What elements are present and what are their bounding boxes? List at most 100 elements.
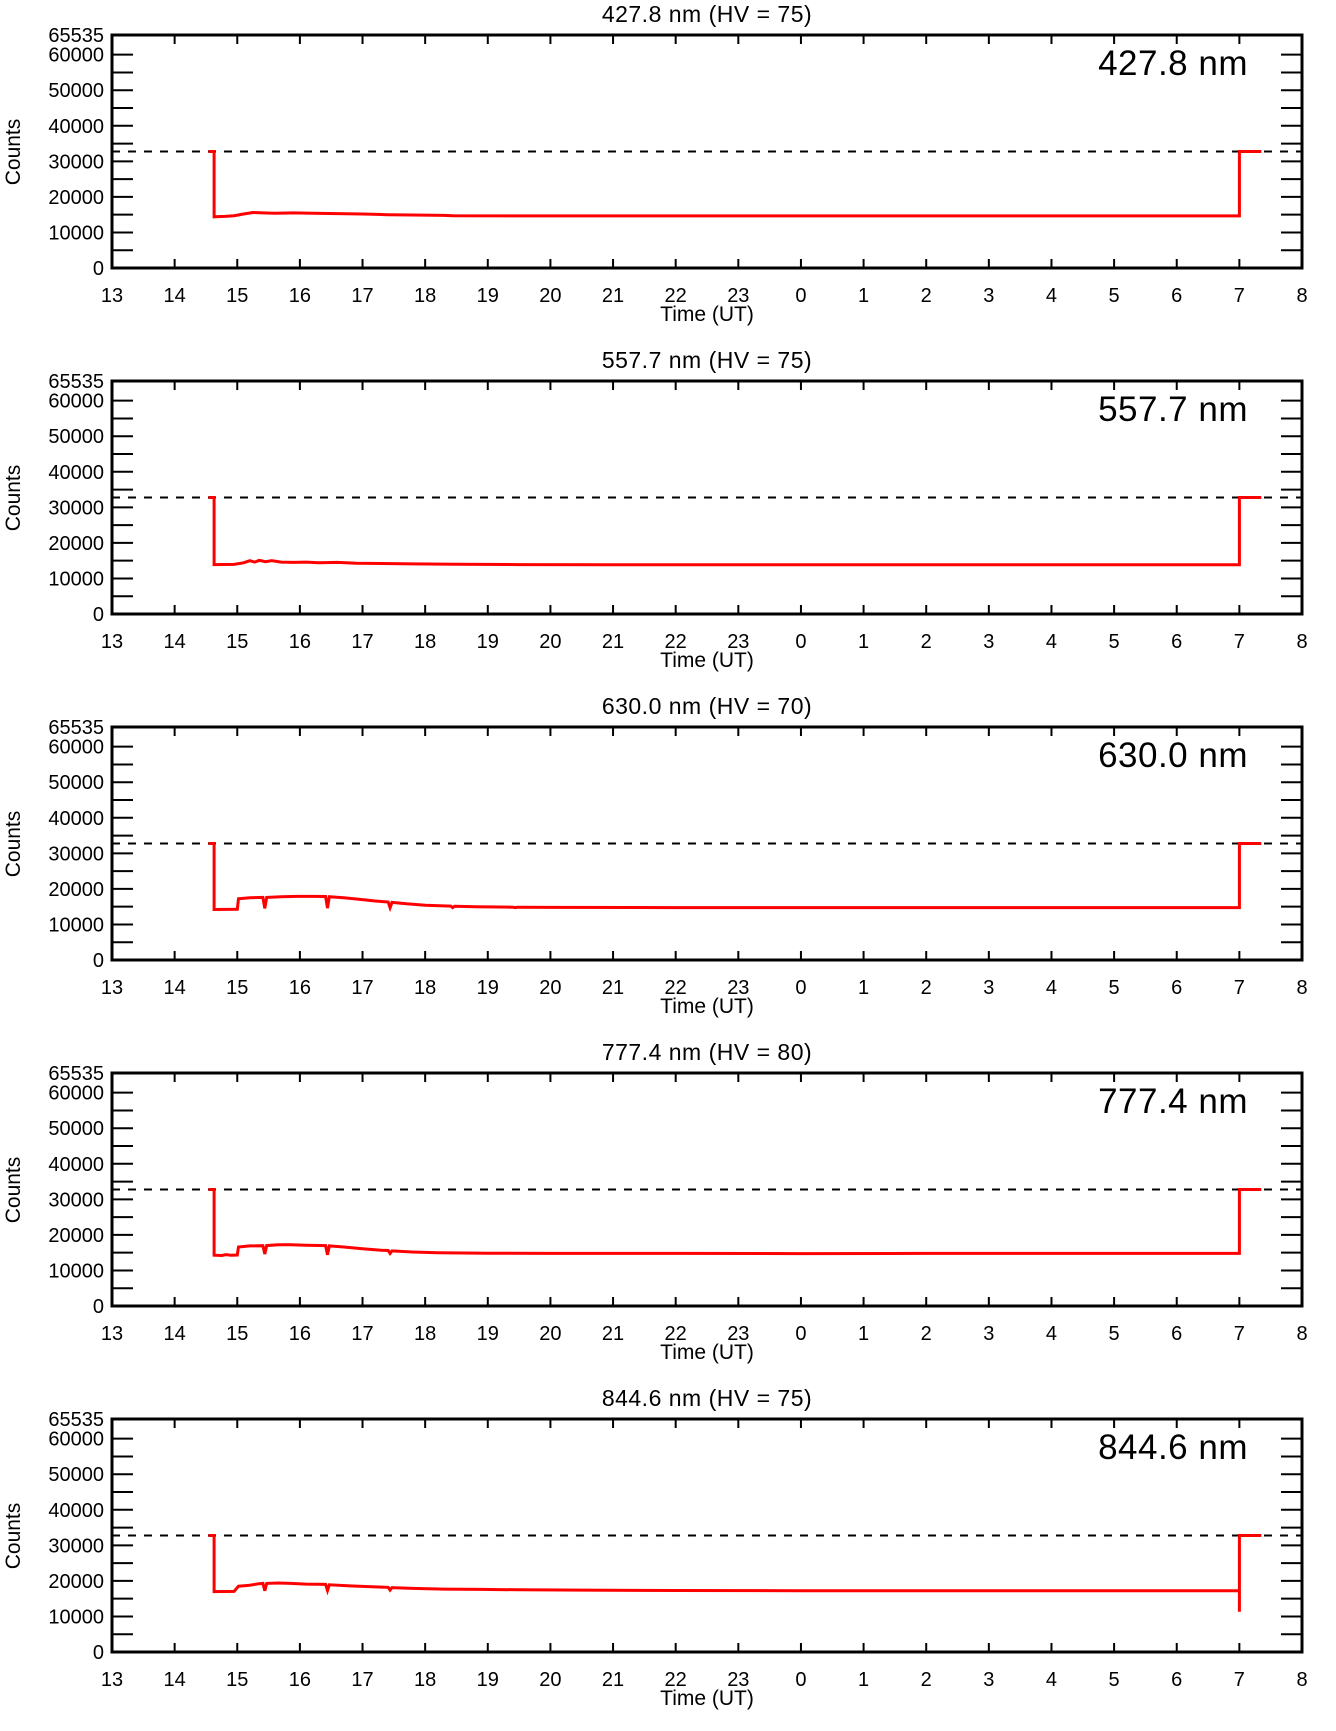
y-tick-label: 20000 [48,879,104,901]
y-tick-label: 30000 [48,1535,104,1557]
y-tick-label: 50000 [48,772,104,794]
x-tick-label: 15 [226,977,248,999]
y-tick-label: 0 [93,1296,104,1318]
x-tick-label: 14 [164,1323,186,1345]
y-tick-label: 10000 [48,1260,104,1282]
x-tick-label: 13 [101,631,123,653]
y-tick-label: 40000 [48,116,104,138]
counts-series-line [208,842,1262,913]
wavelength-label: 844.6 nm [1098,1428,1248,1467]
x-tick-label: 7 [1234,631,1245,653]
plot-frame [110,725,1304,962]
x-tick-label: 5 [1109,631,1120,653]
chart-panel-630-0: 630.0 nm (HV = 70) 13 14 15 16 17 18 19 20 21 22 2… [0,692,1336,1038]
plot-area: 13 14 15 16 17 18 19 20 21 22 23 0 1 2 3 4 5 6 7 8010000200… [48,1063,1307,1345]
y-tick-label: 10000 [48,568,104,590]
y-tick-label: 10000 [48,1606,104,1628]
x-tick-label: 8 [1296,631,1307,653]
x-tick-label: 2 [921,631,932,653]
x-tick-label: 1 [858,1669,869,1691]
x-tick-label: 20 [539,285,561,307]
x-tick-label: 4 [1046,285,1057,307]
y-tick-label: 0 [93,1642,104,1664]
y-axis-title: Counts [2,118,25,186]
x-tick-label: 23 [727,1669,749,1691]
chart-title: 427.8 nm (HV = 75) [601,1,813,27]
x-tick-label: 17 [351,631,373,653]
y-tick-label: 65535 [48,25,104,47]
plot-area: 13 14 15 16 17 18 19 20 21 22 23 0 1 2 3 4 5 6 7 8010000200… [48,1409,1307,1691]
x-tick-label: 17 [351,1323,373,1345]
chart-title: 844.6 nm (HV = 75) [601,1385,813,1411]
x-tick-label: 5 [1109,977,1120,999]
y-tick-label: 30000 [48,151,104,173]
x-tick-label: 5 [1109,1669,1120,1691]
y-tick-label: 50000 [48,1118,104,1140]
x-tick-label: 23 [727,977,749,999]
y-tick-label: 65535 [48,371,104,393]
y-tick-label: 20000 [48,1571,104,1593]
y-tick-label: 60000 [48,45,104,67]
y-tick-label: 40000 [48,808,104,830]
x-tick-label: 14 [164,285,186,307]
y-tick-label: 60000 [48,1083,104,1105]
x-tick-label: 13 [101,1323,123,1345]
y-tick-label: 0 [93,604,104,626]
x-tick-label: 19 [477,285,499,307]
chart-panel-557-7: 557.7 nm (HV = 75) 13 14 15 16 17 18 19 20 21 22 2… [0,346,1336,692]
y-tick-label: 50000 [48,426,104,448]
chart-panel-844-6: 844.6 nm (HV = 75) 13 14 15 16 17 18 19 20 21 22 2… [0,1384,1336,1730]
wavelength-label: 777.4 nm [1098,1082,1248,1121]
x-tick-label: 19 [477,1323,499,1345]
x-tick-label: 6 [1171,977,1182,999]
x-tick-label: 23 [727,1323,749,1345]
x-tick-label: 18 [414,1323,436,1345]
plot-frame [110,33,1304,270]
x-tick-label: 19 [477,977,499,999]
x-tick-label: 0 [795,631,806,653]
x-tick-label: 14 [164,977,186,999]
x-tick-label: 14 [164,631,186,653]
x-tick-label: 8 [1296,1669,1307,1691]
y-tick-label: 30000 [48,843,104,865]
x-tick-label: 19 [477,1669,499,1691]
plot-area: 13 14 15 16 17 18 19 20 21 22 23 0 1 2 3 4 5 6 7 8010000200… [48,717,1307,999]
y-tick-label: 60000 [48,737,104,759]
x-tick-label: 0 [795,977,806,999]
x-tick-label: 20 [539,977,561,999]
x-tick-label: 18 [414,631,436,653]
x-tick-label: 18 [414,1669,436,1691]
x-tick-label: 23 [727,631,749,653]
x-tick-label: 13 [101,1669,123,1691]
x-tick-label: 8 [1296,977,1307,999]
x-tick-label: 15 [226,1323,248,1345]
x-tick-label: 21 [602,1323,624,1345]
counts-series-line [208,1188,1262,1258]
x-tick-label: 17 [351,1669,373,1691]
x-tick-label: 22 [665,285,687,307]
x-tick-label: 21 [602,1669,624,1691]
y-axis-title: Counts [2,464,25,532]
x-tick-label: 16 [289,631,311,653]
x-tick-label: 2 [921,285,932,307]
y-axis-title: Counts [2,1502,25,1570]
x-axis-title: Time (UT) [660,303,754,326]
y-tick-label: 50000 [48,1464,104,1486]
x-tick-label: 5 [1109,1323,1120,1345]
plot-area: 13 14 15 16 17 18 19 20 21 22 23 0 1 2 3 4 5 6 7 8010000200… [48,371,1307,653]
x-tick-label: 6 [1171,631,1182,653]
x-axis-title: Time (UT) [660,649,754,672]
x-tick-label: 1 [858,631,869,653]
x-tick-label: 2 [921,1669,932,1691]
x-tick-label: 7 [1234,977,1245,999]
y-tick-label: 40000 [48,1500,104,1522]
chart-title: 557.7 nm (HV = 75) [601,347,813,373]
chart-panel-777-4: 777.4 nm (HV = 80) 13 14 15 16 17 18 19 20 21 22 2… [0,1038,1336,1384]
wavelength-label: 630.0 nm [1098,736,1248,775]
counts-series-line [208,150,1262,219]
y-tick-label: 0 [93,258,104,280]
x-tick-label: 15 [226,631,248,653]
x-tick-label: 3 [983,977,994,999]
x-tick-label: 17 [351,285,373,307]
